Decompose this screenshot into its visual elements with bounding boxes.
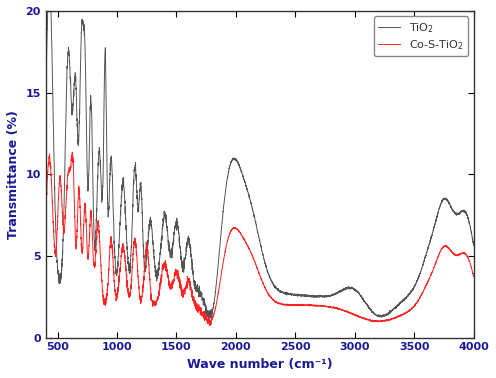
TiO$_2$	[302, 293, 308, 297]
Co-S-TiO$_2$	[69, 150, 75, 155]
TiO$_2$	[471, 243, 477, 248]
TiO$_2$	[162, 212, 168, 216]
Co-S-TiO$_2$	[134, 270, 140, 274]
TiO$_2$	[134, 201, 140, 206]
Co-S-TiO$_2$	[430, 267, 436, 271]
Line: TiO$_2$: TiO$_2$	[46, 0, 474, 319]
TiO$_2$	[430, 228, 436, 232]
Co-S-TiO$_2$	[309, 304, 315, 308]
Co-S-TiO$_2$	[471, 274, 477, 279]
Co-S-TiO$_2$	[162, 258, 168, 263]
Co-S-TiO$_2$	[207, 323, 213, 328]
Y-axis label: Transmittance (%): Transmittance (%)	[7, 110, 20, 239]
TiO$_2$	[471, 243, 477, 247]
TiO$_2$	[43, 97, 49, 101]
Co-S-TiO$_2$	[43, 214, 49, 218]
Co-S-TiO$_2$	[302, 303, 308, 307]
X-axis label: Wave number (cm⁻¹): Wave number (cm⁻¹)	[187, 358, 332, 371]
TiO$_2$	[206, 317, 212, 322]
TiO$_2$	[309, 294, 315, 298]
Co-S-TiO$_2$	[471, 274, 477, 278]
Line: Co-S-TiO$_2$: Co-S-TiO$_2$	[46, 152, 474, 325]
Legend: TiO$_2$, Co-S-TiO$_2$: TiO$_2$, Co-S-TiO$_2$	[373, 17, 468, 56]
